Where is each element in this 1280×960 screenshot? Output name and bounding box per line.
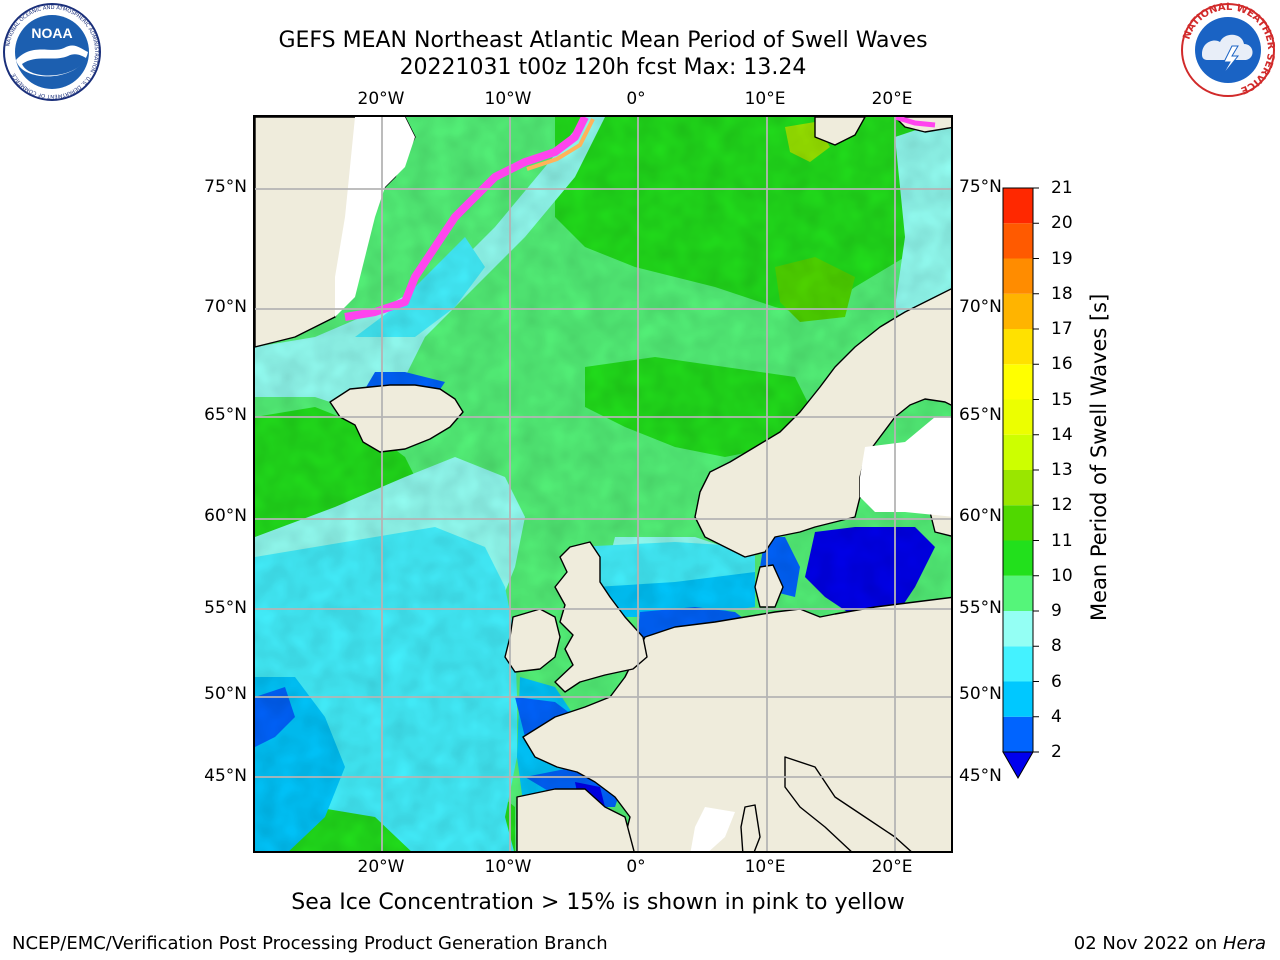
colorbar-tick-label: 4 — [1051, 706, 1062, 727]
colorbar-tick-label: 19 — [1051, 248, 1073, 269]
chart-title: GEFS MEAN Northeast Atlantic Mean Period… — [278, 28, 928, 53]
sea-ice-note: Sea Ice Concentration > 15% is shown in … — [291, 890, 905, 915]
lon-label-bottom: 0° — [626, 857, 646, 877]
lon-label-bottom: 20°W — [357, 857, 405, 877]
colorbar-tick-label: 6 — [1051, 671, 1062, 692]
italy — [784, 756, 912, 851]
map-canvas — [255, 117, 951, 851]
lat-label-left: 50°N — [204, 684, 247, 704]
noaa-logo: NOAA NATIONAL OCEANIC AND ATMOSPHERIC AD… — [3, 3, 101, 101]
colorbar-tick-label: 17 — [1051, 319, 1073, 339]
noaa-wordmark: NOAA — [31, 25, 72, 41]
colorbar-cell — [1003, 329, 1033, 365]
colorbar-tick-label: 11 — [1051, 530, 1073, 551]
lat-label-left: 75°N — [204, 177, 247, 197]
colorbar — [1002, 187, 1039, 780]
colorbar-under-triangle — [1002, 751, 1034, 780]
footer-host: Hera — [1222, 933, 1266, 954]
colorbar-cell — [1003, 364, 1033, 400]
lon-label-top: 20°W — [357, 89, 405, 109]
scandinavia — [694, 288, 951, 558]
colorbar-cell — [1003, 399, 1033, 435]
nws-logo: NATIONAL WEATHER SERVICE — [1181, 2, 1276, 97]
colorbar-cell — [1003, 540, 1033, 576]
colorbar-tick-label: 8 — [1051, 636, 1062, 657]
lon-label-top: 10°W — [484, 89, 532, 109]
map-panel — [253, 115, 953, 853]
iberia — [516, 788, 635, 851]
colorbar-tick-label: 15 — [1051, 389, 1073, 410]
lon-label-bottom: 20°E — [871, 857, 913, 877]
lon-label-top: 10°E — [744, 89, 786, 109]
colorbar-label: Mean Period of Swell Waves [s] — [1087, 293, 1111, 621]
colorbar-cell — [1003, 575, 1033, 611]
colorbar-tick-label: 21 — [1051, 178, 1073, 198]
masked-areas — [335, 117, 951, 851]
footer-credit: NCEP/EMC/Verification Post Processing Pr… — [12, 933, 608, 954]
colorbar-tick-label: 12 — [1051, 495, 1073, 516]
colorbar-cell — [1003, 681, 1033, 717]
colorbar-cell — [1003, 470, 1033, 506]
colorbar-cells — [1002, 187, 1034, 780]
lat-label-left: 55°N — [204, 598, 247, 618]
lat-label-right: 45°N — [959, 766, 1002, 786]
lat-label-right: 75°N — [959, 177, 1002, 197]
ice-free-white-greenland — [335, 117, 415, 317]
great-britain — [554, 541, 648, 693]
colorbar-ticks — [1033, 187, 1039, 753]
colorbar-cell — [1003, 258, 1033, 294]
lat-label-right: 65°N — [959, 405, 1002, 425]
lat-label-left: 65°N — [204, 405, 247, 425]
colorbar-tick-label: 16 — [1051, 354, 1073, 375]
sea-ice-edge-orange — [526, 118, 595, 171]
lon-label-top: 0° — [626, 89, 646, 109]
colorbar-tick-label: 2 — [1051, 742, 1062, 762]
footer-date-text: 02 Nov 2022 on — [1073, 933, 1223, 954]
svalbard — [814, 117, 866, 146]
colorbar-cell — [1003, 646, 1033, 682]
colorbar-tick-label: 13 — [1051, 460, 1073, 480]
colorbar-tick-label: 14 — [1051, 424, 1073, 445]
lat-label-left: 70°N — [204, 297, 247, 317]
graticule — [255, 117, 951, 851]
lat-label-right: 60°N — [959, 506, 1002, 526]
colorbar-tick-label: 18 — [1051, 283, 1073, 304]
lon-label-bottom: 10°E — [744, 857, 786, 877]
colorbar-cell — [1003, 611, 1033, 647]
colorbar-tick-label: 20 — [1051, 213, 1073, 234]
lat-label-right: 50°N — [959, 684, 1002, 704]
corsica-sardinia — [740, 804, 761, 851]
colorbar-cell — [1003, 223, 1033, 259]
denmark — [754, 564, 784, 608]
colorbar-cell — [1003, 293, 1033, 329]
colorbar-cell — [1003, 188, 1033, 224]
lon-label-top: 20°E — [871, 89, 913, 109]
sea-ice-edge-svalbard — [894, 117, 936, 128]
lat-label-right: 70°N — [959, 297, 1002, 317]
colorbar-cell — [1003, 505, 1033, 541]
colorbar-tick-label: 10 — [1051, 565, 1073, 586]
lat-label-left: 60°N — [204, 506, 247, 526]
lon-label-bottom: 10°W — [484, 857, 532, 877]
gulf-of-bothnia — [860, 417, 951, 517]
ireland — [504, 608, 561, 673]
lat-label-left: 45°N — [204, 766, 247, 786]
footer-date: 02 Nov 2022 on Hera — [1074, 933, 1266, 954]
colorbar-cell — [1003, 716, 1033, 752]
lat-label-right: 55°N — [959, 598, 1002, 618]
iceland — [329, 384, 464, 453]
colorbar-cell — [1003, 434, 1033, 470]
sea-ice-edge — [344, 117, 589, 321]
chart-subtitle: 20221031 t00z 120h fcst Max: 13.24 — [399, 55, 807, 80]
gulf-of-lion — [690, 807, 735, 851]
colorbar-tick-label: 9 — [1051, 601, 1062, 621]
